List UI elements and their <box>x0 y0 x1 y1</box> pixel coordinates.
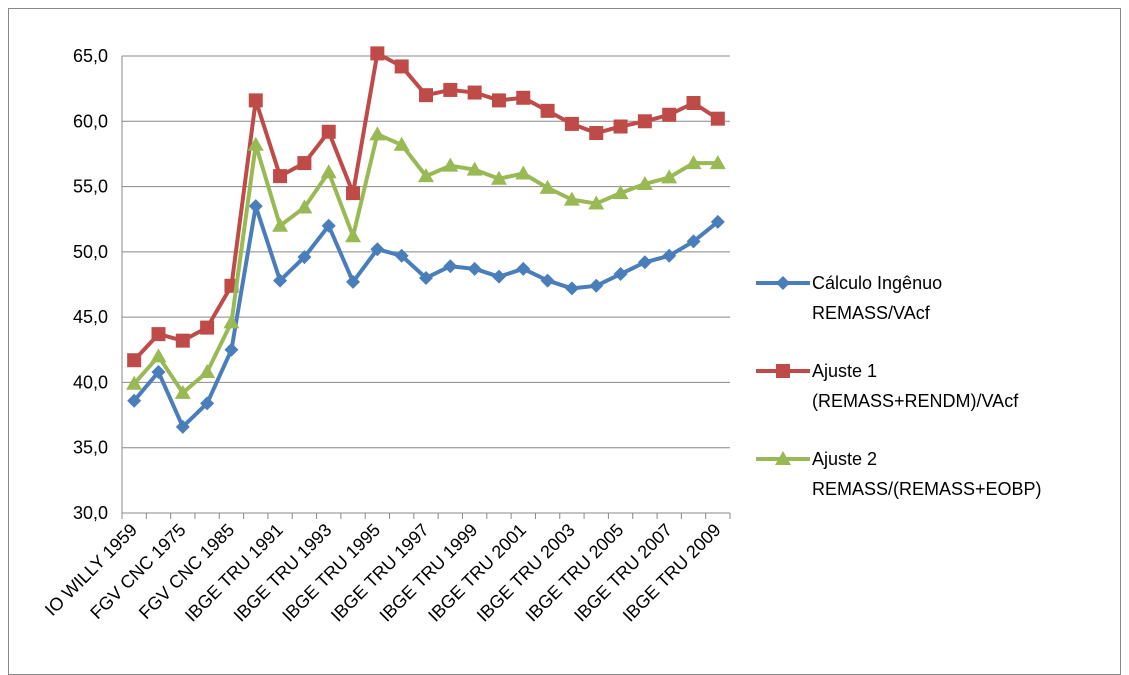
y-tick-label: 45,0 <box>73 307 108 327</box>
marker <box>174 384 191 399</box>
marker <box>589 126 604 141</box>
marker <box>564 116 579 131</box>
marker <box>297 156 312 171</box>
marker <box>394 59 409 74</box>
marker <box>443 259 458 274</box>
marker <box>127 353 142 368</box>
marker <box>612 185 629 200</box>
marker <box>370 46 385 61</box>
marker <box>346 274 361 289</box>
marker <box>175 333 190 348</box>
marker <box>200 396 215 411</box>
marker <box>637 255 652 270</box>
marker <box>151 364 166 379</box>
marker <box>685 155 702 170</box>
marker <box>467 261 482 276</box>
marker <box>516 261 531 276</box>
marker <box>613 267 628 282</box>
marker <box>127 393 142 408</box>
legend-label: Ajuste 2 REMASS/(REMASS+EOBP) <box>812 449 1042 499</box>
marker <box>637 114 652 129</box>
marker <box>320 164 337 179</box>
marker <box>662 248 677 263</box>
y-tick-label: 30,0 <box>73 503 108 523</box>
marker <box>297 250 312 265</box>
marker <box>200 320 215 335</box>
marker <box>686 96 701 111</box>
marker <box>419 88 433 103</box>
marker <box>321 218 336 233</box>
marker <box>710 111 725 126</box>
marker <box>150 348 167 363</box>
marker <box>539 179 556 194</box>
marker <box>126 375 143 390</box>
marker <box>589 278 604 293</box>
marker <box>248 93 263 108</box>
marker <box>442 157 459 172</box>
marker <box>419 270 433 285</box>
marker <box>710 214 725 229</box>
marker <box>563 191 580 206</box>
marker <box>321 124 336 139</box>
legend-label: Cálculo Ingênuo REMASS/VAcf <box>812 273 943 323</box>
marker <box>248 199 263 214</box>
marker <box>273 273 288 288</box>
y-tick-label: 40,0 <box>73 372 108 392</box>
legend-label: Ajuste 1 (REMASS+RENDM)/VAcf <box>812 361 1019 411</box>
y-tick-label: 60,0 <box>73 111 108 131</box>
marker <box>346 186 361 201</box>
y-tick-label: 50,0 <box>73 242 108 262</box>
marker <box>199 363 216 378</box>
marker <box>443 82 458 97</box>
marker <box>613 119 628 134</box>
marker <box>393 136 410 151</box>
marker <box>345 228 362 243</box>
marker <box>491 269 506 284</box>
marker <box>273 169 288 184</box>
marker <box>272 217 289 232</box>
marker <box>776 276 790 290</box>
marker <box>370 242 385 257</box>
marker <box>467 85 482 100</box>
marker <box>394 248 409 263</box>
marker <box>223 314 240 329</box>
marker <box>661 169 678 184</box>
marker <box>540 273 555 288</box>
marker <box>775 451 791 465</box>
marker <box>776 364 790 378</box>
series-line <box>132 204 720 429</box>
marker <box>466 161 483 176</box>
marker <box>247 136 264 151</box>
marker <box>418 168 434 183</box>
marker <box>709 155 726 170</box>
marker <box>588 195 605 210</box>
marker <box>224 342 239 357</box>
y-tick-label: 65,0 <box>73 46 108 66</box>
marker <box>296 199 313 214</box>
marker <box>662 107 677 122</box>
marker <box>490 170 507 185</box>
marker <box>686 234 701 249</box>
marker <box>369 126 386 141</box>
marker <box>540 103 555 118</box>
marker <box>516 90 531 105</box>
marker <box>564 281 579 296</box>
y-tick-label: 55,0 <box>73 177 108 197</box>
marker <box>515 165 532 180</box>
y-tick-label: 35,0 <box>73 438 108 458</box>
marker <box>636 175 653 190</box>
marker <box>175 419 190 434</box>
marker <box>151 327 166 342</box>
marker <box>491 93 506 108</box>
